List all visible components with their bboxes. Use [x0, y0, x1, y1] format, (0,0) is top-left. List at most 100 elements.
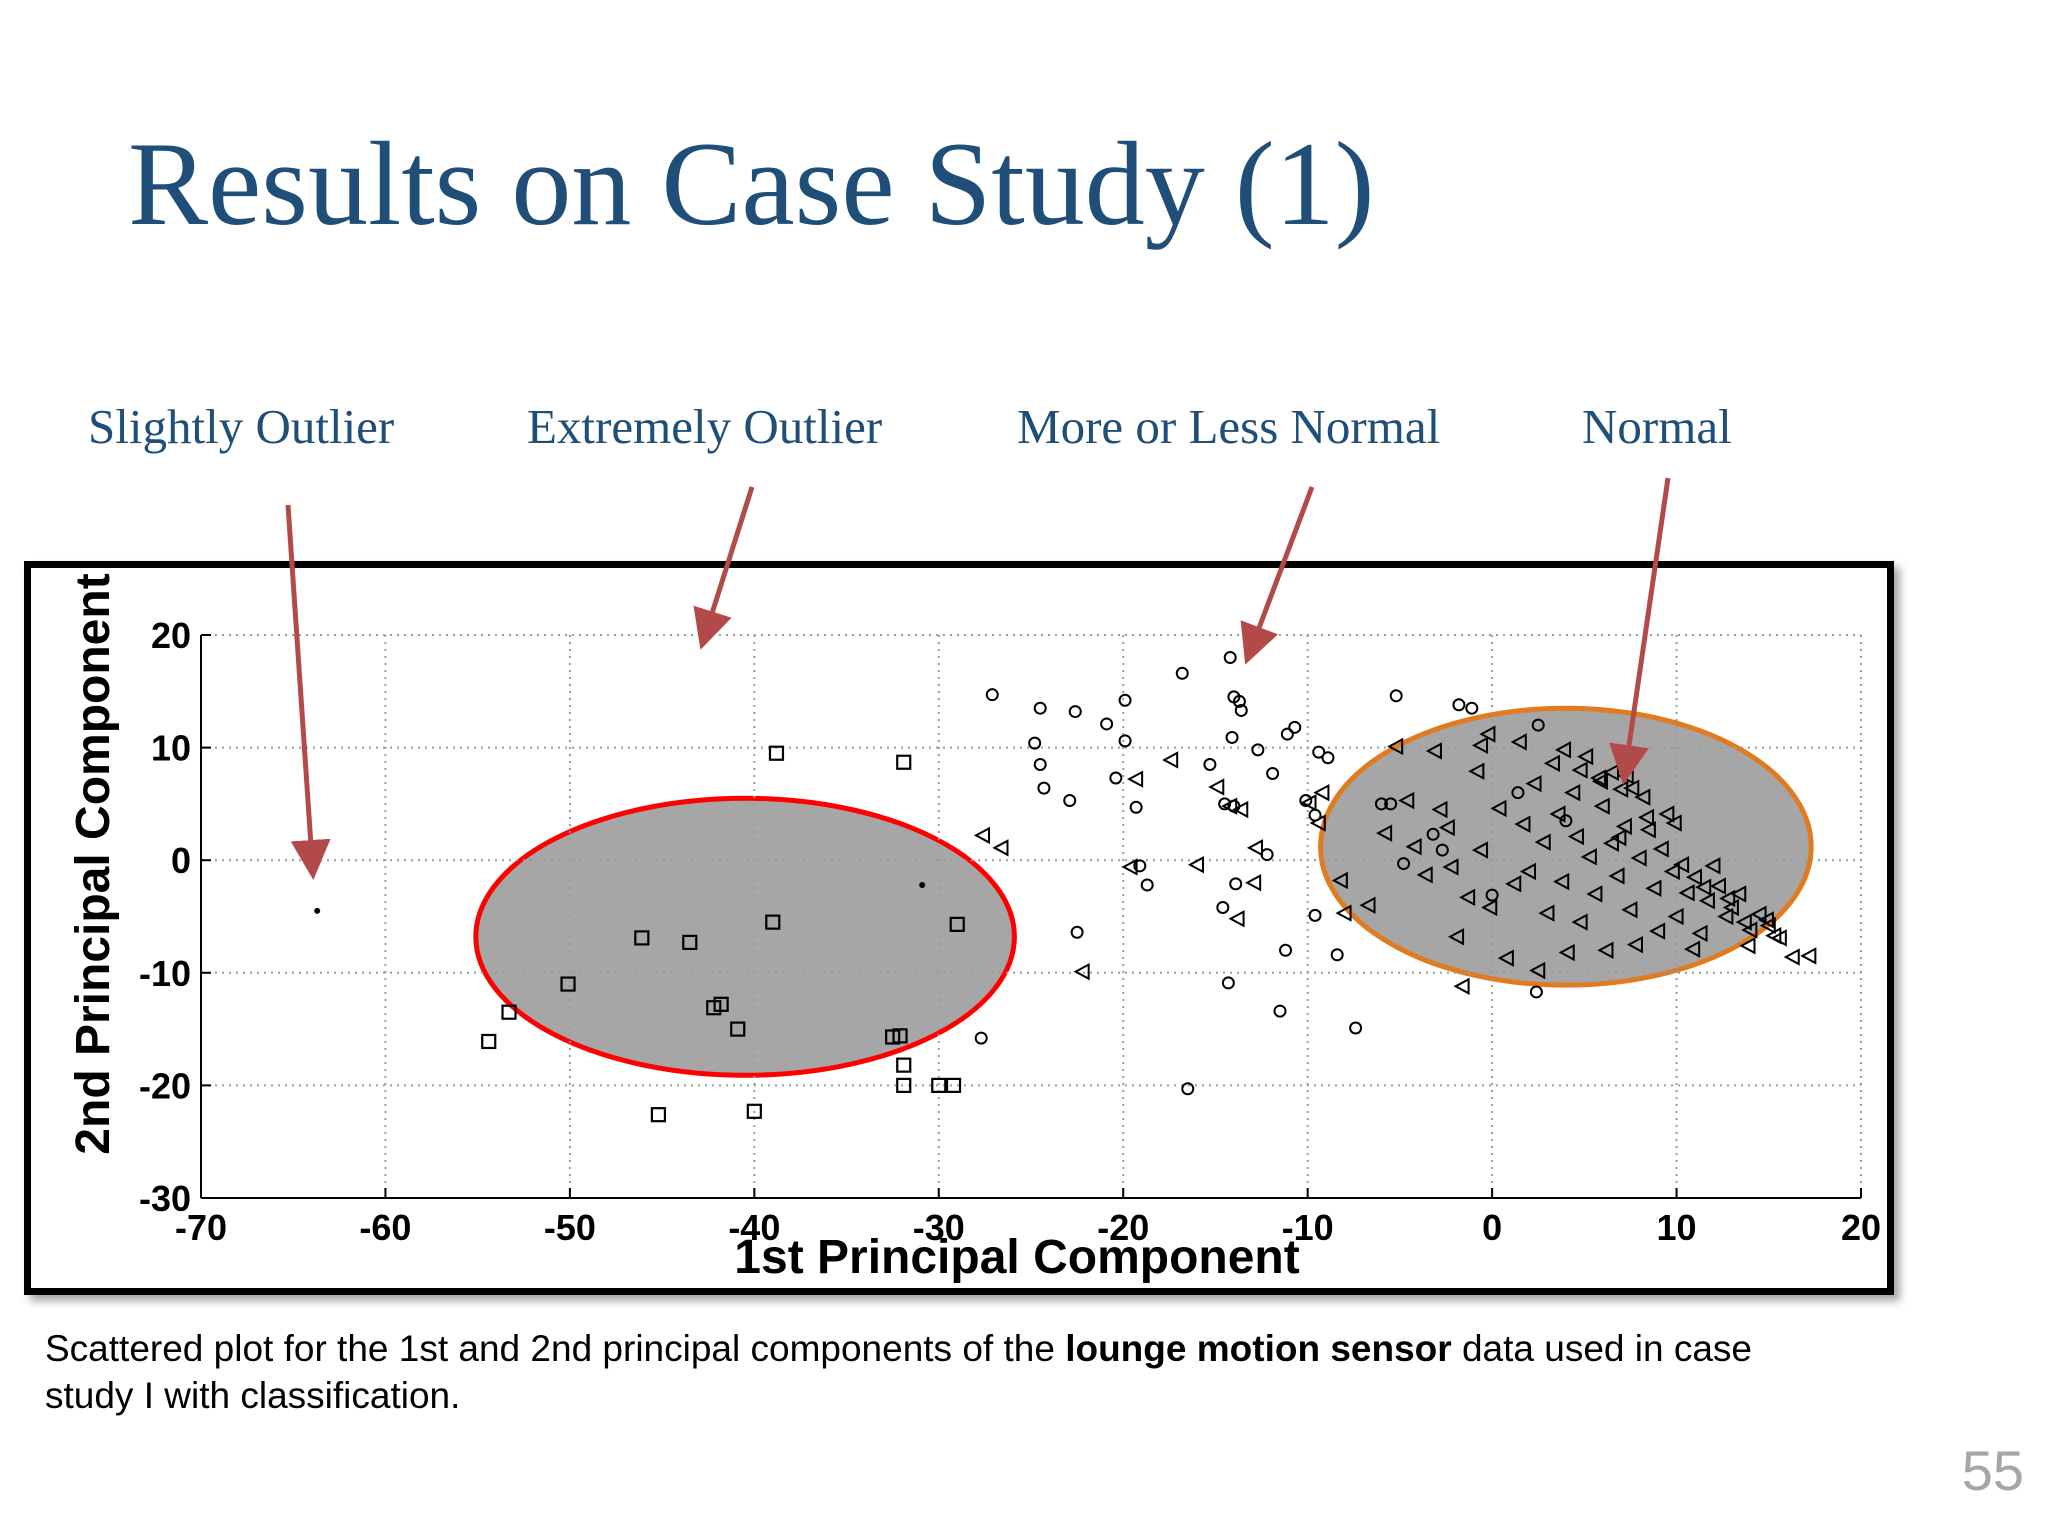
- data-point-triangle: [1621, 901, 1638, 919]
- data-point-triangle: [1591, 772, 1608, 791]
- data-point-dot: [919, 881, 926, 888]
- data-point-circle: [1118, 734, 1132, 748]
- data-point-triangle: [1586, 885, 1603, 903]
- data-point-circle: [1033, 757, 1047, 771]
- data-point-triangle: [1331, 871, 1348, 890]
- data-point-triangle: [1750, 905, 1767, 923]
- y-tick-label: -30: [139, 1178, 191, 1219]
- data-point-triangle: [1663, 862, 1680, 881]
- data-point-triangle: [1300, 794, 1317, 812]
- data-point-triangle: [1490, 799, 1507, 818]
- data-point-triangle: [1765, 926, 1782, 945]
- data-point-triangle: [1245, 874, 1262, 892]
- data-point-triangle: [1639, 821, 1656, 839]
- data-point-triangle: [1652, 840, 1669, 858]
- data-point-triangle: [1717, 907, 1734, 926]
- data-point-triangle: [1757, 911, 1774, 929]
- data-point-triangle: [1497, 949, 1514, 967]
- extremely-outlier-region: [473, 795, 1017, 1078]
- caption-text-1: Scattered plot for the 1st and 2nd princ…: [45, 1328, 1066, 1369]
- data-point-triangle: [1684, 940, 1701, 958]
- data-point-triangle: [1665, 814, 1682, 832]
- data-point-circle: [1216, 900, 1230, 914]
- data-point-square: [931, 1077, 947, 1093]
- data-point-triangle: [1510, 733, 1527, 751]
- data-point-circle: [1133, 859, 1147, 873]
- data-point-triangle: [1442, 858, 1459, 876]
- data-point-triangle: [1416, 866, 1433, 884]
- data-point-square: [896, 754, 912, 770]
- slide-number: 55: [1961, 1439, 2024, 1502]
- data-point-triangle: [1514, 815, 1531, 833]
- data-point-triangle: [1525, 774, 1542, 793]
- x-tick-label: 20: [1841, 1207, 1881, 1248]
- data-point-circle: [1511, 786, 1525, 800]
- data-point-circle: [1028, 736, 1042, 750]
- data-point-triangle: [1481, 898, 1498, 917]
- data-point-triangle: [1634, 788, 1651, 806]
- data-point-triangle: [1658, 805, 1675, 823]
- data-point-circle: [1308, 908, 1322, 922]
- y-axis-label: 2nd Principal Component: [67, 573, 120, 1154]
- data-point-circle: [1118, 693, 1132, 707]
- data-point-circle: [1349, 1021, 1363, 1035]
- y-tick-label: 10: [151, 728, 191, 769]
- data-point-circle: [1229, 877, 1243, 891]
- data-point-triangle: [1645, 879, 1662, 898]
- data-point-circle: [1063, 794, 1077, 808]
- chart-frame: -70 -60 -50 -40 -30 -20 -10 0 10 20 -30 -20 -10 0 10 20…: [24, 561, 1894, 1295]
- data-point-triangle: [1564, 783, 1581, 802]
- x-tick-label: -50: [544, 1207, 596, 1248]
- data-point-circle: [1223, 651, 1237, 665]
- data-point-triangle: [1221, 797, 1238, 815]
- data-point-circle: [1312, 745, 1326, 759]
- slide-title: Results on Case Study (1): [128, 117, 1375, 250]
- data-point-circle: [1485, 888, 1499, 902]
- data-point-square: [730, 1021, 746, 1037]
- data-point-triangle: [1602, 834, 1619, 852]
- data-point-square: [634, 930, 650, 946]
- x-tick-label: -30: [913, 1207, 965, 1248]
- data-point-triangle: [1626, 935, 1643, 954]
- data-point-triangle: [1593, 797, 1610, 815]
- data-point-triangle: [1459, 888, 1476, 907]
- data-point-triangle: [1553, 872, 1570, 891]
- data-point-triangle: [1187, 856, 1204, 874]
- data-point-triangle: [1543, 754, 1560, 773]
- label-more-or-less-normal: More or Less Normal: [1017, 399, 1441, 454]
- data-point-circle: [1234, 703, 1248, 717]
- data-point-triangle: [992, 839, 1009, 857]
- data-point-triangle: [1739, 937, 1756, 955]
- data-point-triangle: [1453, 977, 1470, 995]
- data-point-triangle: [1121, 858, 1138, 876]
- data-point-circle: [1175, 666, 1189, 680]
- data-point-triangle: [1691, 924, 1708, 943]
- data-point-triangle: [1630, 849, 1647, 867]
- data-point-triangle: [1447, 928, 1465, 946]
- data-point-circle: [1225, 730, 1239, 744]
- data-point-triangle: [1709, 877, 1726, 895]
- data-point-triangle: [1571, 913, 1588, 931]
- data-point-triangle: [1759, 916, 1776, 935]
- data-point-triangle: [1376, 824, 1393, 842]
- data-point-triangle: [1589, 769, 1607, 787]
- y-tick-label: 0: [171, 840, 191, 881]
- data-point-triangle: [1538, 904, 1555, 922]
- data-point-triangle: [1519, 862, 1536, 881]
- data-point-square: [892, 1028, 908, 1044]
- data-point-triangle: [1335, 904, 1352, 922]
- data-point-triangle: [1695, 878, 1712, 896]
- data-point-circle: [1037, 781, 1051, 795]
- data-point-triangle: [1127, 770, 1144, 788]
- label-slightly-outlier: Slightly Outlier: [88, 399, 395, 454]
- data-point-triangle: [1580, 848, 1597, 866]
- data-point-triangle: [1608, 867, 1625, 885]
- data-point-circle: [1280, 727, 1294, 741]
- grid-layer: [201, 634, 1862, 1198]
- x-tick-label: -70: [175, 1207, 227, 1248]
- data-point-triangle: [1735, 913, 1752, 931]
- scatter-plot: -70 -60 -50 -40 -30 -20 -10 0 10 20 -30 -20 -10 0 10 20…: [67, 573, 1881, 1284]
- data-point-circle: [1384, 797, 1398, 811]
- data-point-circle: [1070, 925, 1084, 939]
- data-point-square: [949, 916, 965, 932]
